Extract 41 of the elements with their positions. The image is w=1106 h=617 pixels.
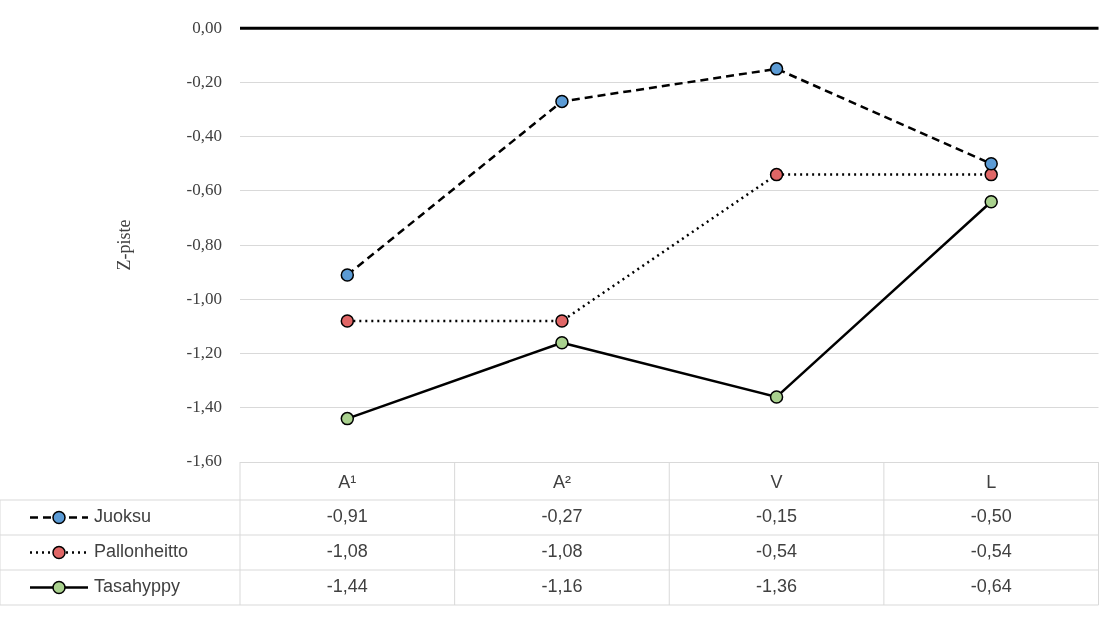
point xyxy=(340,411,355,426)
y-axis-title: Z-piste xyxy=(113,219,134,271)
data-label: -1,44 xyxy=(326,576,368,597)
data-label: -0,64 xyxy=(970,576,1012,597)
data-label: -0,91 xyxy=(326,506,368,527)
y-tick-label: -0,80 xyxy=(186,234,222,254)
x-tick-label: A² xyxy=(552,471,571,492)
legend-label: Tasahyppy xyxy=(94,576,181,597)
y-tick-label: -1,20 xyxy=(186,343,222,363)
data-label: -0,54 xyxy=(756,541,798,562)
data-label: -1,08 xyxy=(541,541,583,562)
point xyxy=(769,62,784,76)
point xyxy=(984,194,998,209)
y-tick-label: -0,20 xyxy=(186,71,222,91)
y-tick-label: -1,00 xyxy=(186,288,222,308)
point xyxy=(984,157,998,171)
y-tick-label: -1,60 xyxy=(186,451,222,471)
data-label: -1,16 xyxy=(541,576,583,597)
legend-label: Juoksu xyxy=(94,506,152,527)
y-tick-label: -0,40 xyxy=(186,126,222,146)
legend-label: Pallonheitto xyxy=(94,541,189,562)
y-tick-label: 0,00 xyxy=(192,17,222,37)
data-label: -1,36 xyxy=(756,576,798,597)
x-tick-label: V xyxy=(770,471,783,492)
point xyxy=(555,94,569,109)
point xyxy=(340,314,355,328)
data-label: -1,08 xyxy=(326,541,368,562)
point xyxy=(555,314,569,328)
data-label: -0,50 xyxy=(970,506,1012,527)
x-tick-label: A¹ xyxy=(338,471,357,492)
point xyxy=(769,167,784,182)
point xyxy=(769,390,784,404)
point xyxy=(984,167,998,182)
point xyxy=(555,335,569,350)
data-label: -0,27 xyxy=(541,506,583,527)
data-label: -0,54 xyxy=(970,541,1012,562)
point xyxy=(340,268,355,282)
y-tick-label: -1,40 xyxy=(186,397,222,417)
y-tick-label: -0,60 xyxy=(186,180,222,200)
data-label: -0,15 xyxy=(756,506,798,527)
x-tick-label: L xyxy=(986,471,997,492)
